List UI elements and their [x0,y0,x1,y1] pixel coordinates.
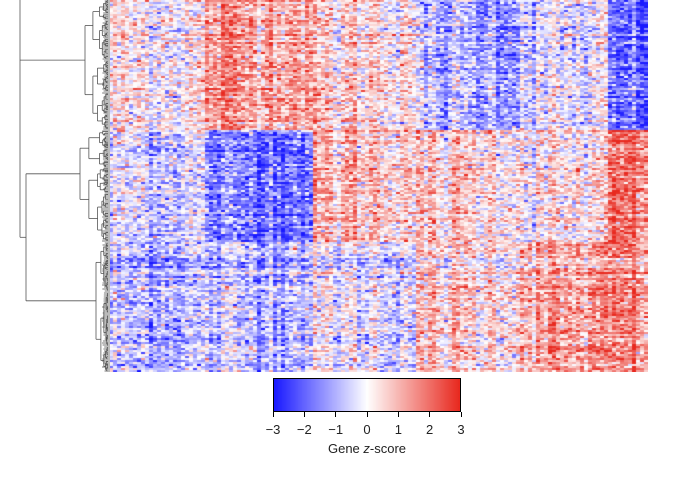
colorbar-tick-mark [397,412,399,417]
colorbar-tick-mark [335,412,337,417]
colorbar-tick-label: 3 [457,422,465,437]
colorbar-tick-label: −2 [296,422,312,437]
colorbar-title-italic: z [363,441,370,456]
heatmap-matrix [110,0,648,372]
colorbar-tick-label: 0 [363,422,371,437]
colorbar-title: Gene z-score [328,441,406,456]
colorbar-tick-label: −1 [328,422,344,437]
colorbar-ticks: −3 −2 −1 0 1 2 3 [0,412,681,452]
colorbar-tick-label: 1 [394,422,402,437]
colorbar-gradient [273,378,461,412]
colorbar-tick-mark [303,412,305,417]
colorbar-tick-mark [366,412,368,417]
colorbar-tick-label: −3 [265,422,281,437]
colorbar-tick-mark [460,412,462,417]
row-dendrogram [19,0,110,372]
colorbar-title-suffix: -score [369,441,407,456]
colorbar-title-prefix: Gene [327,441,364,456]
colorbar-tick-label: 2 [426,422,434,437]
colorbar-tick-mark [429,412,431,417]
colorbar-tick-mark [272,412,274,417]
